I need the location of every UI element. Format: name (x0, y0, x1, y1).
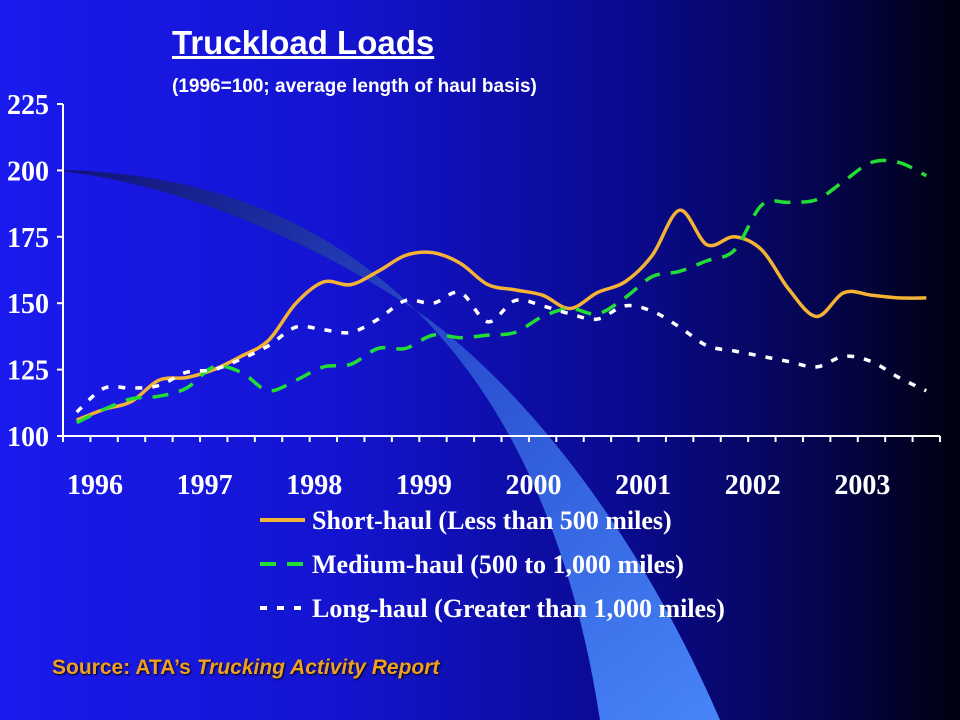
legend-label-1: Medium-haul (500 to 1,000 miles) (312, 550, 684, 579)
x-tick-label: 2000 (506, 470, 562, 501)
chart-legend: Short-haul (Less than 500 miles) Medium-h… (260, 506, 725, 623)
chart-axes: 100 125 150 175 200 225 1996 1997 1998 1999 2000 20… (7, 90, 941, 501)
source-note: Source: ATA’s Trucking Activity Report (52, 656, 439, 680)
y-tick-label: 225 (7, 90, 49, 121)
decorative-sweep (50, 170, 720, 720)
x-tick-label: 1997 (177, 470, 233, 501)
x-tick-label: 1996 (67, 470, 123, 501)
series-line-0 (76, 208, 927, 422)
x-tick-label: 1998 (286, 470, 342, 501)
x-tick-label: 2003 (834, 470, 890, 501)
y-tick-label: 150 (7, 289, 49, 320)
x-tick-label: 2002 (725, 470, 781, 501)
chart-series-group (75, 158, 928, 425)
x-tick-label: 1999 (396, 470, 452, 501)
series-line-1 (75, 158, 928, 425)
chart-subtitle: (1996=100; average length of haul basis) (172, 76, 537, 97)
source-prefix: Source: ATA’s (52, 656, 197, 679)
legend-label-2: Long-haul (Greater than 1,000 miles) (312, 594, 725, 623)
y-tick-label: 175 (7, 223, 49, 254)
chart-title: Truckload Loads (172, 24, 435, 61)
y-tick-label: 100 (7, 422, 49, 453)
source-report-title: Trucking Activity Report (196, 656, 440, 679)
series-line-2 (75, 290, 928, 414)
legend-label-0: Short-haul (Less than 500 miles) (312, 506, 672, 535)
y-tick-label: 125 (7, 356, 49, 387)
y-tick-label: 200 (7, 156, 49, 187)
x-tick-label: 2001 (615, 470, 671, 501)
